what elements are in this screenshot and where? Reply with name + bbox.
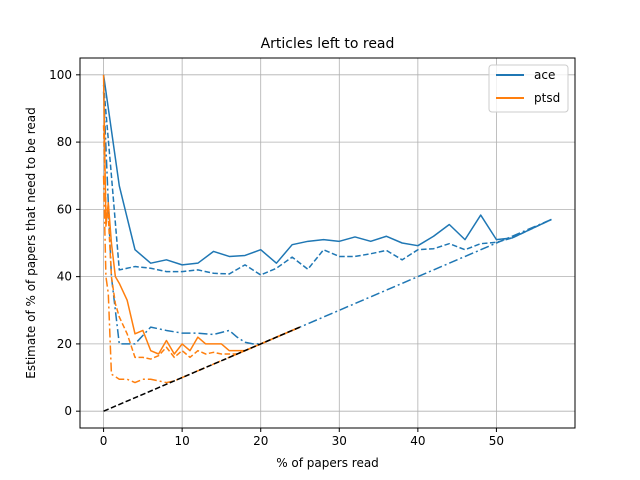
legend-label-ptsd: ptsd [534,91,560,105]
series-lines [102,74,552,412]
legend-box [488,64,569,113]
x-tick-label: 20 [253,434,268,448]
y-axis-title: Estimate of % of papers that need to be … [24,107,38,378]
y-tick-label: 40 [57,270,72,284]
x-tick-label: 40 [410,434,425,448]
x-tick-label: 0 [100,434,108,448]
grid [80,58,575,428]
y-tick-label: 100 [49,68,72,82]
series-line-unlabeled-6-dashed [103,326,301,412]
y-tick-label: 20 [57,337,72,351]
series-line-unlabeled-1-dashed [102,84,552,276]
series-line-unlabeled-5-dashdot [102,175,301,384]
y-tick-label: 80 [57,135,72,149]
x-tick-label: 30 [332,434,347,448]
x-tick-label: 10 [175,434,190,448]
y-tick-label: 60 [57,202,72,216]
series-line-ace-solid [102,74,552,266]
chart-title: Articles left to read [261,36,395,52]
series-line-unlabeled-3-solid [102,74,301,355]
series-line-unlabeled-2-dashdot [102,91,552,345]
y-tick-label: 0 [64,404,72,418]
legend: ace ptsd [488,64,569,113]
axis-ticks: 0 10 20 30 40 50 0 20 40 60 80 100 [49,68,504,448]
x-axis-title: % of papers read [276,456,379,470]
x-tick-label: 50 [489,434,504,448]
plot-frame [79,57,576,429]
legend-label-ace: ace [534,68,555,82]
